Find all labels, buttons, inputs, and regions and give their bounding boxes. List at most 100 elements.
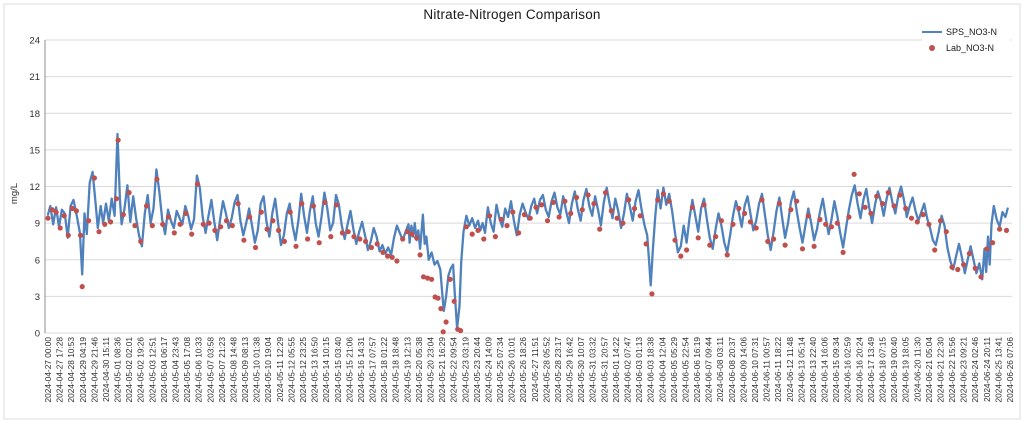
svg-text:2024-06-10 07:31: 2024-06-10 07:31 [750, 337, 760, 403]
svg-text:2024-06-16 02:59: 2024-06-16 02:59 [843, 337, 853, 403]
svg-text:2024-06-16 20:24: 2024-06-16 20:24 [854, 337, 864, 403]
svg-text:2024-05-09 08:13: 2024-05-09 08:13 [240, 337, 250, 403]
lab-point [978, 274, 984, 280]
svg-text:0: 0 [35, 329, 40, 340]
svg-text:2024-06-02 07:47: 2024-06-02 07:47 [623, 337, 633, 403]
lab-point [108, 219, 114, 225]
svg-text:2024-04-27 17:28: 2024-04-27 17:28 [55, 337, 65, 403]
lab-point [817, 216, 823, 223]
lab-point [984, 246, 990, 252]
legend-item-sps: SPS_NO3-N [922, 24, 1010, 40]
lab-point [666, 198, 672, 204]
svg-text:2024-06-24 02:46: 2024-06-24 02:46 [970, 337, 980, 403]
lab-point [183, 210, 189, 216]
svg-text:24: 24 [29, 36, 40, 47]
svg-text:2024-05-12 23:25: 2024-05-12 23:25 [298, 337, 308, 403]
lab-point [707, 242, 713, 248]
lab-point [404, 229, 410, 235]
lab-point [997, 226, 1003, 232]
svg-text:2024-05-20 23:04: 2024-05-20 23:04 [426, 337, 436, 403]
svg-text:2024-05-01 08:36: 2024-05-01 08:36 [113, 337, 123, 403]
lab-point [115, 137, 121, 143]
lab-point [264, 226, 270, 232]
lab-point [363, 238, 369, 244]
gridlines [45, 39, 1012, 334]
svg-text:2024-05-31 03:32: 2024-05-31 03:32 [588, 337, 598, 403]
svg-text:2024-05-26 01:01: 2024-05-26 01:01 [507, 337, 517, 403]
lab-point [788, 207, 794, 213]
lab-point [828, 224, 835, 230]
y-tick-labels: 0 3 6 9 12 15 18 21 24 [29, 36, 40, 340]
svg-text:2024-05-30 10:07: 2024-05-30 10:07 [576, 337, 586, 403]
lab-point [276, 227, 282, 233]
svg-text:2024-05-28 05:52: 2024-05-28 05:52 [541, 337, 551, 403]
svg-text:2024-06-01 14:22: 2024-06-01 14:22 [611, 337, 621, 403]
lab-point [932, 247, 938, 253]
lab-point [138, 238, 144, 244]
lab-point [400, 236, 406, 242]
lab-point [879, 201, 886, 207]
lab-point [113, 196, 119, 202]
lab-point [643, 241, 649, 247]
lab-point [447, 276, 453, 282]
lab-point [189, 231, 195, 237]
svg-text:18: 18 [29, 109, 40, 120]
lab-point [414, 235, 420, 241]
lab-point [504, 223, 510, 229]
lab-point [914, 219, 920, 225]
lab-point [394, 258, 400, 264]
lab-point [79, 284, 85, 290]
lab-point [521, 212, 528, 218]
svg-text:2024-06-06 16:19: 2024-06-06 16:19 [692, 337, 702, 403]
lab-point [660, 191, 667, 197]
svg-text:2024-05-10 01:38: 2024-05-10 01:38 [252, 337, 262, 403]
lab-point [868, 210, 874, 216]
lab-point [154, 176, 160, 182]
lab-point [862, 204, 868, 210]
lab-point [102, 221, 108, 227]
lab-point [851, 171, 857, 177]
svg-text:2024-05-02 02:01: 2024-05-02 02:01 [124, 337, 134, 403]
svg-text:2024-05-24 14:09: 2024-05-24 14:09 [483, 337, 493, 403]
svg-text:2024-05-29 16:42: 2024-05-29 16:42 [565, 337, 575, 403]
lab-point [435, 295, 441, 301]
chart-border [3, 3, 1021, 420]
svg-text:2024-06-25 13:41: 2024-06-25 13:41 [993, 337, 1003, 403]
lab-point [655, 197, 661, 203]
svg-text:2024-05-19 12:13: 2024-05-19 12:13 [402, 337, 412, 403]
sps-line [46, 132, 1009, 330]
lab-point [270, 218, 276, 224]
lab-point [579, 207, 585, 213]
lab-point [943, 229, 949, 235]
svg-text:2024-06-05 22:54: 2024-06-05 22:54 [681, 337, 691, 403]
svg-text:2024-06-26 07:06: 2024-06-26 07:06 [1005, 337, 1015, 403]
lab-point [160, 221, 166, 227]
lab-point [1003, 227, 1010, 233]
svg-text:2024-05-02 19:26: 2024-05-02 19:26 [136, 337, 146, 403]
lab-point [533, 204, 539, 210]
svg-text:2024-06-22 15:56: 2024-06-22 15:56 [947, 337, 957, 403]
lab-point [689, 204, 696, 210]
svg-text:2024-05-15 03:40: 2024-05-15 03:40 [333, 337, 343, 403]
dot-swatch-icon [929, 45, 935, 51]
lab-point [351, 234, 357, 240]
svg-text:2024-06-21 05:04: 2024-06-21 05:04 [924, 337, 934, 403]
lab-point [713, 234, 719, 240]
lab-point [811, 243, 817, 249]
lab-point [171, 230, 177, 236]
svg-text:2024-05-18 01:22: 2024-05-18 01:22 [379, 337, 389, 403]
svg-text:2024-05-07 21:23: 2024-05-07 21:23 [217, 337, 227, 403]
lab-point [165, 214, 172, 220]
lab-point [955, 266, 961, 273]
lab-point [368, 244, 374, 251]
lab-point [527, 215, 533, 221]
lab-point [637, 213, 643, 219]
lab-point [429, 276, 435, 282]
lab-point [385, 253, 391, 259]
lab-point [339, 230, 345, 236]
lab-point [463, 224, 469, 230]
svg-text:2024-06-11 18:22: 2024-06-11 18:22 [773, 337, 783, 402]
svg-text:2024-05-16 14:31: 2024-05-16 14:31 [356, 337, 366, 403]
lab-point [322, 199, 328, 205]
lab-point [823, 221, 829, 227]
